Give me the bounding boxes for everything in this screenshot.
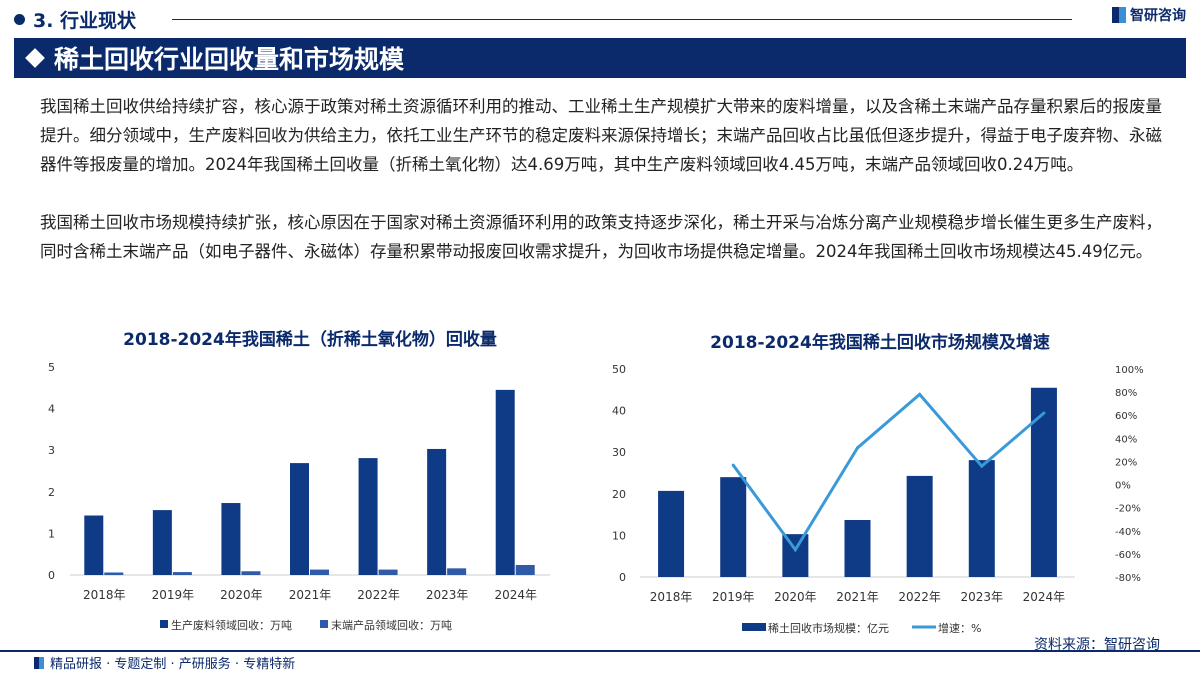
y-tick-label: 4 xyxy=(48,403,55,416)
page-title: 稀土回收行业回收量和市场规模 xyxy=(54,45,405,74)
y2-tick-label: -20% xyxy=(1115,504,1141,515)
bar-end-product xyxy=(515,565,535,575)
growth-line xyxy=(732,392,1045,553)
chart1-title: 2018-2024年我国稀土（折稀土氧化物）回收量 xyxy=(123,330,497,350)
x-tick-label: 2018年 xyxy=(650,590,693,604)
bar-production-waste xyxy=(427,448,447,575)
y-tick-label: 0 xyxy=(619,571,626,584)
bar-production-waste xyxy=(495,389,515,575)
x-tick-label: 2018年 xyxy=(83,588,126,602)
growth-point xyxy=(980,464,984,468)
y2-tick-label: -40% xyxy=(1115,527,1141,538)
bar-end-product xyxy=(378,569,398,575)
y-tick-label: 10 xyxy=(612,529,626,542)
bar-market-size xyxy=(968,460,995,577)
bar-market-size xyxy=(906,475,933,577)
x-tick-label: 2020年 xyxy=(774,590,817,604)
legend-label: 增速：% xyxy=(938,621,981,635)
y2-tick-label: 100% xyxy=(1115,365,1144,376)
bullet-icon xyxy=(14,14,25,25)
y-tick-label: 50 xyxy=(612,363,626,376)
footer-tagline: 精品研报 · 专题定制 · 产研服务 · 专精特新 xyxy=(34,653,295,672)
x-tick-label: 2024年 xyxy=(1023,590,1066,604)
bar-end-product xyxy=(447,568,467,575)
y2-tick-label: 40% xyxy=(1115,434,1137,445)
legend-swatch xyxy=(160,620,168,628)
x-tick-label: 2021年 xyxy=(836,590,879,604)
legend-label: 末端产品领域回收：万吨 xyxy=(331,618,452,632)
bar-market-size xyxy=(782,534,809,577)
growth-point xyxy=(793,548,797,552)
bar-market-size xyxy=(720,477,747,577)
growth-point xyxy=(731,463,735,467)
footer-bar xyxy=(0,650,1200,674)
diamond-icon xyxy=(25,48,45,68)
growth-point xyxy=(1042,411,1046,415)
title-banner: 稀土回收行业回收量和市场规模 xyxy=(14,38,1186,78)
logo-icon xyxy=(1112,7,1126,23)
x-tick-label: 2019年 xyxy=(712,590,755,604)
legend-swatch xyxy=(320,620,328,628)
section-label: 3. 行业现状 xyxy=(33,10,137,32)
brand-logo: 智研咨询 xyxy=(1112,5,1186,25)
y-tick-label: 2 xyxy=(48,486,55,499)
bar-end-product xyxy=(172,572,192,575)
y2-tick-label: -60% xyxy=(1115,550,1141,561)
legend-swatch xyxy=(742,623,766,631)
growth-point xyxy=(856,446,859,450)
market-size-chart: 0 10 20 30 40 50 -80% -60% -40% -20% 0% 20% 40% 60% 80… xyxy=(612,363,1144,635)
logo-icon xyxy=(34,656,44,669)
x-tick-label: 2021年 xyxy=(289,588,332,602)
recovery-volume-chart: 0 1 2 3 4 5 2018年 2019年 2020年 2021年 2022年 2023年 2024… xyxy=(48,361,550,632)
legend-label: 稀土回收市场规模：亿元 xyxy=(768,621,889,635)
x-tick-label: 2020年 xyxy=(220,588,263,602)
bar-end-product xyxy=(104,572,124,575)
y2-tick-label: 20% xyxy=(1115,457,1137,468)
paragraph-2: 我国稀土回收市场规模持续扩张，核心原因在于国家对稀土资源循环利用的政策支持逐步深… xyxy=(40,213,1162,261)
x-tick-label: 2022年 xyxy=(357,588,400,602)
growth-point xyxy=(918,392,922,396)
y-tick-label: 1 xyxy=(48,527,55,540)
y-tick-label: 30 xyxy=(612,446,626,459)
bar-end-product xyxy=(241,571,261,575)
brand-name: 智研咨询 xyxy=(1130,8,1186,24)
x-tick-label: 2023年 xyxy=(426,588,469,602)
x-tick-label: 2022年 xyxy=(898,590,941,604)
section-heading: 3. 行业现状 xyxy=(14,6,136,33)
bar-production-waste xyxy=(358,458,378,575)
bar-production-waste xyxy=(152,510,172,575)
legend-label: 生产废料领域回收：万吨 xyxy=(171,618,292,632)
bar-market-size xyxy=(844,520,871,577)
source-note: 资料来源：智研咨询 xyxy=(1034,637,1160,653)
y-tick-label: 5 xyxy=(48,361,55,374)
y-tick-label: 0 xyxy=(48,569,55,582)
y2-tick-label: 0% xyxy=(1115,481,1131,492)
y-tick-label: 20 xyxy=(612,488,626,501)
y-tick-label: 40 xyxy=(612,405,626,418)
chart2-title: 2018-2024年我国稀土回收市场规模及增速 xyxy=(710,333,1050,353)
bar-market-size xyxy=(1030,387,1057,577)
x-tick-label: 2024年 xyxy=(494,588,537,602)
y2-tick-label: 60% xyxy=(1115,411,1137,422)
bar-production-waste xyxy=(290,463,309,575)
bar-production-waste xyxy=(221,503,241,575)
bar-production-waste xyxy=(84,515,104,575)
y-tick-label: 3 xyxy=(48,444,55,457)
x-tick-label: 2023年 xyxy=(961,590,1004,604)
bar-end-product xyxy=(310,569,329,575)
footer-text: 精品研报 · 专题定制 · 产研服务 · 专精特新 xyxy=(50,657,296,672)
y2-tick-label: -80% xyxy=(1115,573,1141,584)
y2-tick-label: 80% xyxy=(1115,388,1137,399)
divider xyxy=(172,19,1072,20)
x-tick-label: 2019年 xyxy=(152,588,195,602)
bar-market-size xyxy=(658,490,685,577)
paragraph-1: 我国稀土回收供给持续扩容，核心源于政策对稀土资源循环利用的推动、工业稀土生产规模… xyxy=(40,97,1162,174)
